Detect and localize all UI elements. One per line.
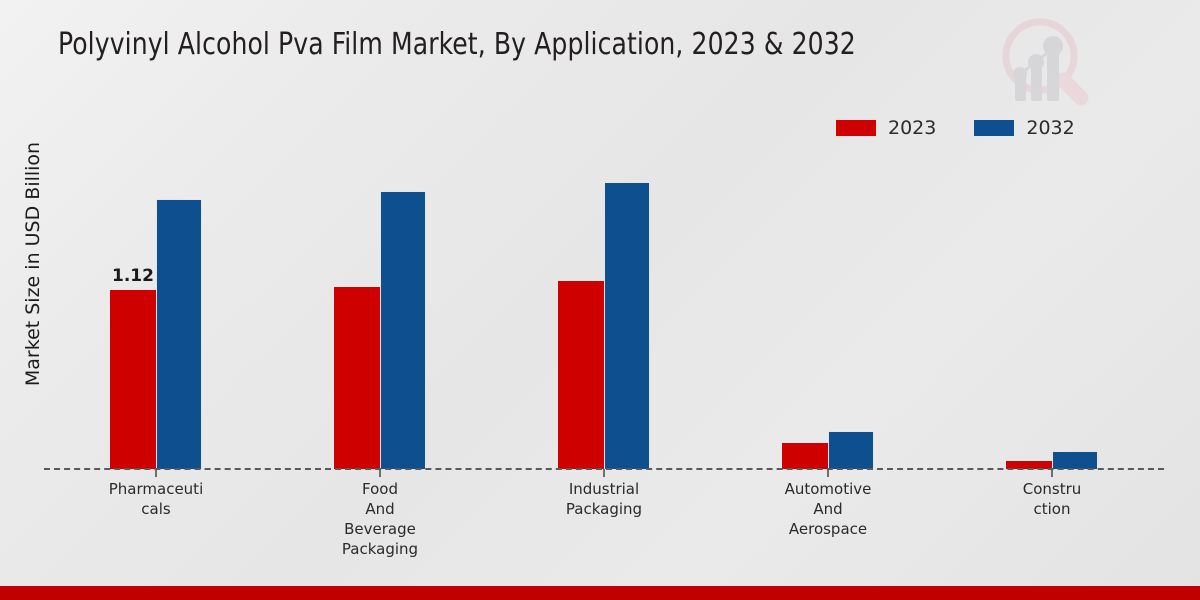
bar-2032-3[interactable] [604,181,650,469]
bar-group: Automotive And Aerospace [716,150,940,538]
axis-tick [603,469,605,477]
bar-2023-1[interactable]: 1.12 [110,266,156,469]
bar-2023-5[interactable] [1006,461,1052,469]
page-title: Polyvinyl Alcohol Pva Film Market, By Ap… [58,27,856,62]
bar-2023-4[interactable] [782,443,828,469]
axis-tick [827,469,829,477]
chart-legend: 2023 2032 [836,117,1075,139]
bar-group: Constru ction [940,150,1164,518]
category-label: Automotive And Aerospace [784,480,872,538]
legend-item-2023[interactable]: 2023 [836,117,936,139]
category-label: Pharmaceuti cals [108,480,204,518]
bar-pair [558,150,650,469]
bar-2032-2[interactable] [380,191,426,469]
category-label: Food And Beverage Packaging [341,480,419,558]
plot-area: 1.12 Pharmaceuti cals Food And Beverage Packag… [44,150,1164,558]
bar-pair: 1.12 [110,150,202,469]
watermark-logo [1002,18,1089,106]
footer-accent-bar [0,586,1200,600]
legend-swatch-2023 [836,120,876,136]
bar-2023-2[interactable] [334,287,380,469]
legend-item-2032[interactable]: 2032 [974,117,1075,139]
bar-value-label: 1.12 [112,266,154,287]
bar-group: 1.12 Pharmaceuti cals [44,150,268,518]
category-label: Industrial Packaging [565,480,643,518]
category-label: Constru ction [1022,480,1082,518]
axis-tick [379,469,381,477]
bar-pair [334,150,426,469]
bar-2032-5[interactable] [1052,451,1098,469]
axis-tick [155,469,157,477]
bar-group: Industrial Packaging [492,150,716,518]
bar-group: Food And Beverage Packaging [268,150,492,558]
legend-swatch-2032 [974,120,1015,136]
legend-label-2032: 2032 [1026,117,1075,139]
legend-label-2023: 2023 [888,117,937,139]
bar-2023-3[interactable] [558,280,604,469]
axis-tick [1051,469,1053,477]
bar-pair [1006,150,1098,469]
x-axis-baseline [44,468,1164,470]
bar-2032-4[interactable] [828,430,874,469]
bar-pair [782,150,874,469]
y-axis-label: Market Size in USD Billion [22,141,44,387]
bar-groups: 1.12 Pharmaceuti cals Food And Beverage Packag… [44,150,1164,558]
bar-2032-1[interactable] [156,199,202,469]
